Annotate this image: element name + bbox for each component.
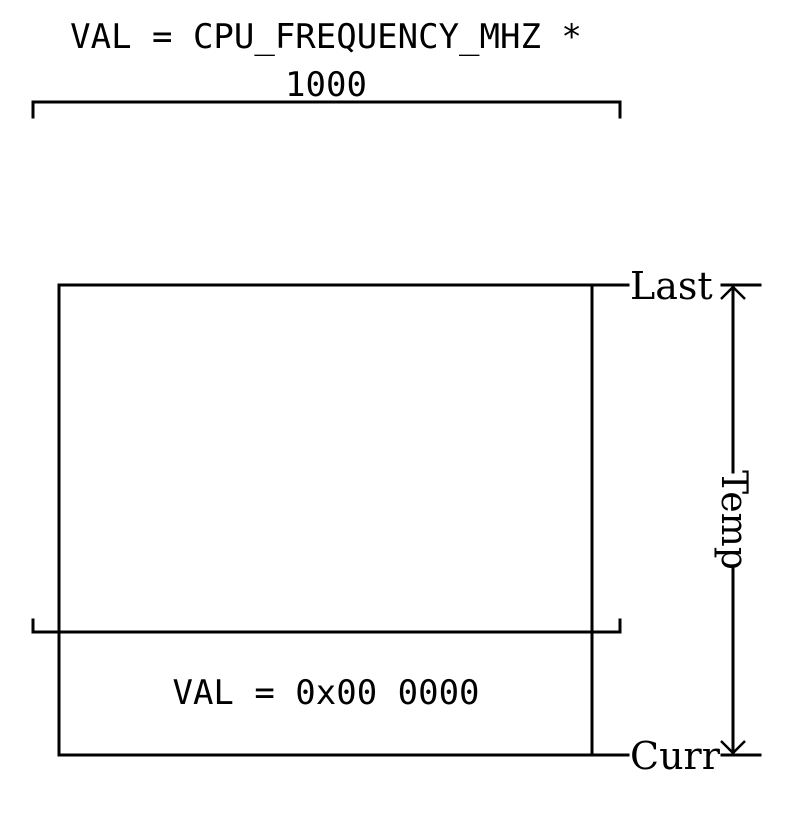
- arrow-up-icon: [720, 285, 746, 300]
- register-box: [57, 283, 594, 757]
- last-label: Last: [630, 264, 713, 308]
- lower-bracket: [31, 618, 622, 634]
- top-expression-line2: 1000: [285, 65, 367, 105]
- bottom-expression: VAL = 0x00 0000: [172, 673, 479, 713]
- arrow-down-icon: [720, 740, 746, 755]
- top-bracket: [31, 100, 622, 119]
- dimension-label: Temp: [713, 470, 754, 570]
- curr-label: Curr: [630, 734, 721, 778]
- top-expression-line1: VAL = CPU_FREQUENCY_MHZ *: [70, 17, 582, 57]
